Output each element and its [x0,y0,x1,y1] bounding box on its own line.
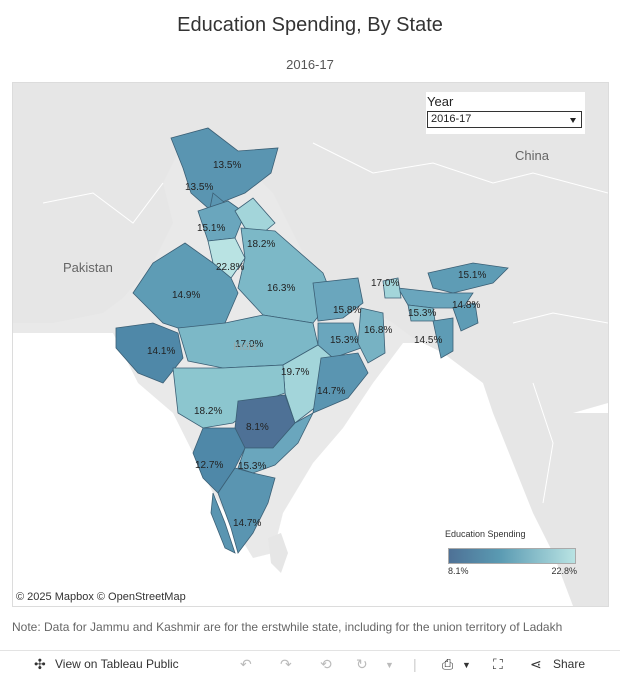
india-states[interactable] [115,127,509,554]
state-value-label: 14.5% [414,335,442,346]
state-value-label: 15.1% [197,223,225,234]
page-title: Education Spending, By State [177,14,443,36]
footnote: Note: Data for Jammu and Kashmir are for… [12,620,563,634]
state-arunachal[interactable] [427,262,509,294]
year-dropdown-value: 2016-17 [431,113,472,125]
chevron-down-icon[interactable]: ▼ [462,660,471,670]
state-odisha[interactable] [312,352,369,414]
undo-icon[interactable]: ↶ [240,656,252,672]
state-value-label: 17.0% [371,278,399,289]
state-jharkhand[interactable] [317,322,362,359]
state-value-label: 13.5% [185,182,213,193]
revert-icon[interactable]: ⟲ [320,656,332,672]
state-value-label: 14.7% [317,386,345,397]
chevron-down-icon[interactable]: ▼ [385,660,394,670]
share-icon[interactable]: ⋖ [530,656,542,672]
separator-icon: | [413,656,417,672]
country-label-pakistan: Pakistan [63,260,113,275]
neighbor-land [13,83,608,413]
state-value-label: 18.2% [247,239,275,250]
color-legend: Education Spending 8.1% 22.8% [445,529,580,579]
state-value-label: 15.3% [238,461,266,472]
share-button[interactable]: Share [553,657,586,671]
redo-icon[interactable]: ↷ [280,656,292,672]
state-value-label: 15.1% [458,270,486,281]
state-kerala[interactable] [210,492,236,554]
state-hp[interactable] [197,200,246,242]
state-tn[interactable] [217,467,276,554]
state-wb[interactable] [357,307,386,364]
state-value-label: 18.2% [194,406,222,417]
legend-min-label: 8.1% [448,566,469,576]
state-value-label: 14.9% [172,290,200,301]
state-value-label: 14.1% [147,346,175,357]
chevron-down-icon [570,118,576,123]
state-value-label: 16.8% [364,325,392,336]
state-value-label: 15.8% [333,305,361,316]
tableau-toolbar: ✣ View on Tableau Public ↶ ↷ ⟲ ↻ ▼ | ⎙ ▼… [0,650,620,678]
state-value-label: 16.3% [267,283,295,294]
state-value-label: 15.3% [330,335,358,346]
view-on-tableau-link[interactable]: View on Tableau Public [55,657,179,671]
state-bihar[interactable] [312,277,364,322]
state-value-label: 19.7% [281,367,309,378]
state-value-label: 22.8% [216,262,244,273]
state-mizoram[interactable] [432,317,454,359]
country-label-india: India [233,341,257,353]
ocean [13,333,608,606]
state-manipur[interactable] [452,302,479,332]
download-icon[interactable]: ⎙ [442,656,454,672]
border-lines [42,142,608,504]
state-value-label: 8.1% [246,422,269,433]
fullscreen-icon[interactable]: ⛶ [493,656,503,672]
year-filter-label: Year [427,94,454,109]
state-value-label: 14.7% [233,518,261,529]
page-subtitle: 2016-17 [286,57,334,72]
legend-title: Education Spending [445,529,526,539]
state-value-label: 14.8% [452,300,480,311]
state-sikkim[interactable] [382,277,402,299]
state-value-label: 17.0% [235,339,263,350]
year-dropdown[interactable]: 2016-17 [427,111,582,128]
state-jk[interactable] [170,127,279,209]
state-value-label: 12.7% [195,460,223,471]
map-canvas[interactable]: 13.5% 13.5% 15.1% 18.2% 22.8% 16.3% 14.9… [13,83,608,606]
map-attribution[interactable]: © 2025 Mapbox © OpenStreetMap [16,591,186,603]
state-haryana[interactable] [207,237,246,279]
tableau-logo-icon[interactable]: ✣ [34,656,46,672]
state-value-label: 15.3% [408,308,436,319]
state-labels: 13.5% 13.5% 15.1% 18.2% 22.8% 16.3% 14.9… [147,160,486,529]
state-uttarakhand[interactable] [234,197,276,234]
state-ap[interactable] [237,412,314,474]
state-value-label: 13.5% [213,160,241,171]
refresh-icon[interactable]: ↻ [356,656,368,672]
sri-lanka [268,533,288,573]
year-filter: Year 2016-17 [426,92,585,134]
country-label-china: China [515,148,549,163]
choropleth-map[interactable]: 13.5% 13.5% 15.1% 18.2% 22.8% 16.3% 14.9… [12,82,609,607]
legend-max-label: 22.8% [551,566,577,576]
legend-gradient [448,548,576,564]
myanmar-land [453,303,608,606]
